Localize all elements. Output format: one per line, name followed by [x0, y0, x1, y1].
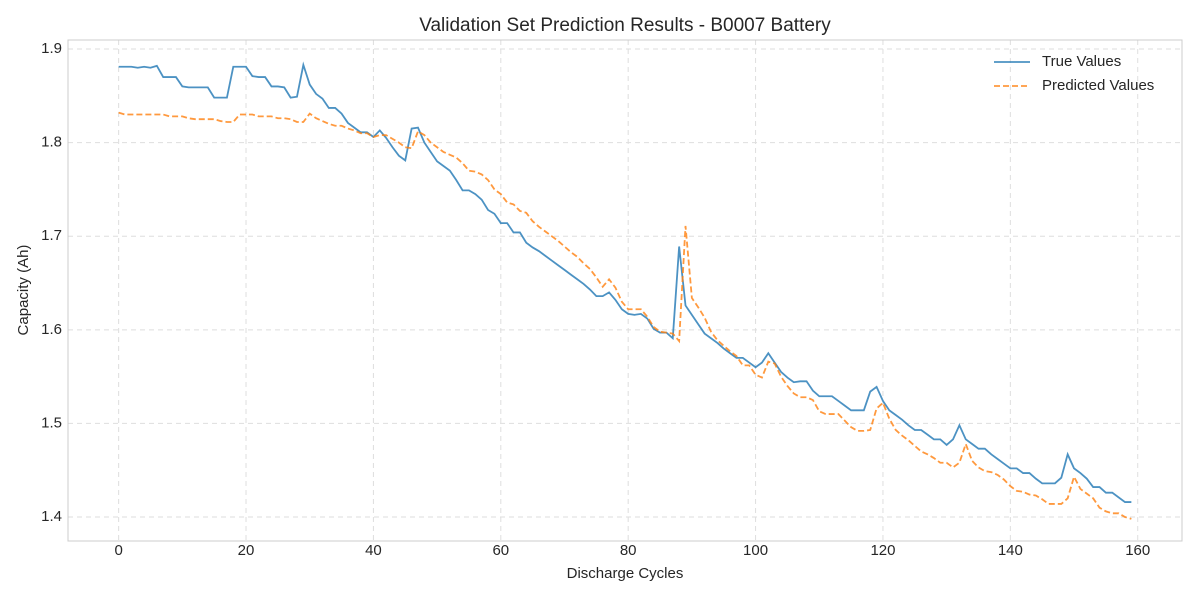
x-tick-label: 80 — [620, 542, 637, 559]
data-line — [118, 61, 1132, 503]
data-line — [118, 111, 1132, 520]
legend-label: Predicted Values — [1042, 77, 1154, 94]
x-tick-label: 40 — [365, 542, 382, 559]
x-tick-label: 120 — [870, 542, 895, 559]
plot-frame — [67, 39, 1183, 542]
y-axis-label: Capacity (Ah) — [15, 245, 32, 336]
x-tick-label: 0 — [114, 542, 122, 559]
x-tick-label: 20 — [238, 542, 255, 559]
x-tick-label: 100 — [743, 542, 768, 559]
y-tick-label: 1.6 — [41, 321, 62, 338]
y-tick-label: 1.4 — [41, 508, 62, 525]
x-axis-label: Discharge Cycles — [567, 565, 684, 582]
y-tick-label: 1.9 — [41, 40, 62, 57]
y-tick-label: 1.8 — [41, 134, 62, 151]
x-tick-label: 60 — [492, 542, 509, 559]
legend-label: True Values — [1042, 53, 1121, 70]
chart-title: Validation Set Prediction Results - B000… — [419, 15, 831, 36]
x-tick-label: 160 — [1125, 542, 1150, 559]
x-tick-label: 140 — [998, 542, 1023, 559]
y-tick-label: 1.7 — [41, 227, 62, 244]
y-tick-label: 1.5 — [41, 414, 62, 431]
